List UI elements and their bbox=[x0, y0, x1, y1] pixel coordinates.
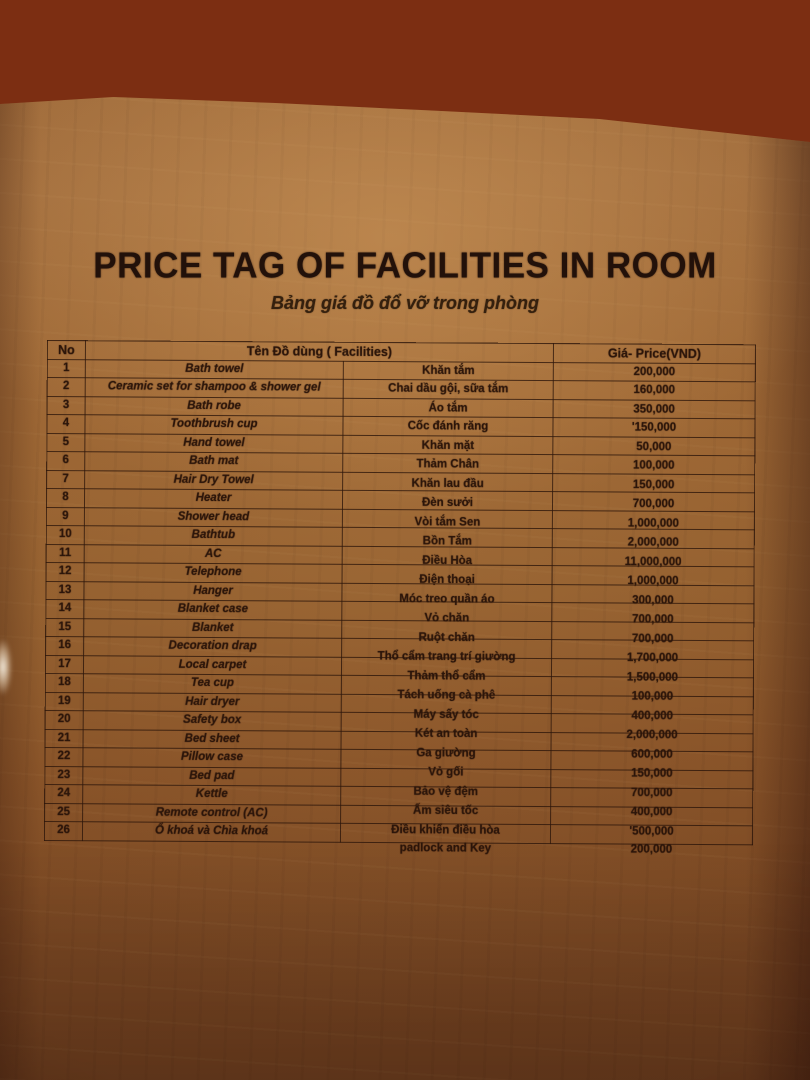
item-price-cell: '150,000 bbox=[552, 417, 756, 438]
row-number-cell: 1 bbox=[47, 359, 86, 378]
row-number-cell: 4 bbox=[46, 414, 86, 434]
page-title: PRICE TAG OF FACILITIES IN ROOM bbox=[93, 245, 717, 286]
row-number-cell: 20 bbox=[45, 710, 84, 730]
row-number-cell: 7 bbox=[46, 470, 85, 489]
row-number-cell: 10 bbox=[46, 525, 85, 545]
item-name-en-cell: Kettle bbox=[82, 784, 341, 805]
flash-highlight-spot bbox=[0, 638, 12, 696]
item-price-cell: 100,000 bbox=[552, 454, 755, 475]
row-number-cell: 8 bbox=[46, 488, 85, 508]
row-number-cell: 11 bbox=[46, 543, 85, 563]
row-number-cell: 23 bbox=[44, 765, 83, 785]
item-price-cell: 2,000,000 bbox=[552, 528, 755, 549]
item-name-en-cell: Tea cup bbox=[83, 673, 342, 694]
row-number-cell: 16 bbox=[45, 636, 84, 656]
item-name-en-cell: Hanger bbox=[83, 581, 343, 602]
row-number-cell: 13 bbox=[45, 580, 85, 600]
row-number-cell: 2 bbox=[47, 377, 86, 397]
item-price-cell: 700,000 bbox=[552, 491, 755, 512]
item-name-en-cell: Decoration drap bbox=[83, 636, 342, 657]
item-name-en-cell: AC bbox=[84, 544, 343, 565]
row-number-cell: 14 bbox=[45, 599, 84, 619]
item-name-vi-cell: Điều Hòa bbox=[342, 545, 553, 567]
item-name-vi-cell: Khăn tắm bbox=[343, 360, 554, 381]
item-name-en-cell: Pillow case bbox=[82, 747, 342, 768]
item-price-cell: 350,000 bbox=[553, 399, 756, 419]
item-name-en-cell: Hair Dry Towel bbox=[84, 470, 343, 491]
item-name-en-cell: Remote control (AC) bbox=[82, 803, 341, 824]
item-name-en-cell: Bed sheet bbox=[83, 729, 342, 750]
item-name-vi-cell: Cốc đánh răng bbox=[342, 416, 554, 437]
item-name-vi-cell: Vòi tắm Sen bbox=[342, 508, 553, 529]
item-price-cell: 11,000,000 bbox=[552, 547, 755, 568]
item-price-cell: 150,000 bbox=[552, 473, 755, 493]
row-number-cell: 25 bbox=[44, 802, 83, 822]
item-name-en-cell: Blanket bbox=[83, 618, 342, 639]
price-table: No Tên Đồ dùng ( Facilities) Giá- Price(… bbox=[44, 340, 756, 856]
item-name-vi-cell: Đèn sưởi bbox=[342, 490, 553, 511]
item-name-en-cell: Bath robe bbox=[85, 396, 344, 417]
row-number-cell: 6 bbox=[46, 451, 85, 471]
row-number-cell: 21 bbox=[45, 728, 84, 748]
item-price-cell: 1,000,000 bbox=[552, 565, 755, 587]
row-number-cell: 18 bbox=[45, 673, 84, 693]
item-price-cell: 50,000 bbox=[552, 436, 755, 456]
item-price-cell: 1,000,000 bbox=[552, 510, 755, 530]
item-name-en-cell: Hand towel bbox=[84, 433, 343, 454]
item-name-vi-cell: Khăn lau đầu bbox=[342, 471, 553, 492]
item-name-en-cell: Hair dryer bbox=[83, 692, 342, 713]
item-name-en-cell: Heater bbox=[84, 488, 343, 509]
row-number-cell: 5 bbox=[46, 433, 85, 452]
row-number-cell: 9 bbox=[46, 506, 85, 526]
item-name-en-cell: Shower head bbox=[84, 507, 343, 528]
item-name-en-cell: Safety box bbox=[83, 710, 342, 731]
item-name-en-cell: Ổ khoá và Chìa khoá bbox=[82, 821, 341, 842]
row-number-cell: 26 bbox=[44, 821, 83, 841]
item-name-vi-cell: Điện thoại bbox=[342, 564, 553, 586]
item-name-en-cell: Local carpet bbox=[83, 655, 342, 676]
item-name-en-cell: Bathtub bbox=[84, 525, 343, 546]
row-number-cell: 3 bbox=[47, 396, 86, 415]
item-name-en-cell: Ceramic set for shampoo & shower gel bbox=[85, 377, 344, 398]
item-name-en-cell: Telephone bbox=[84, 562, 343, 583]
item-name-vi-cell: Thảm Chân bbox=[342, 453, 553, 474]
item-name-en-cell: Bath towel bbox=[85, 359, 344, 380]
row-number-cell: 17 bbox=[45, 654, 84, 674]
item-price-cell: 160,000 bbox=[553, 380, 756, 401]
item-name-vi-cell: Bồn Tắm bbox=[342, 527, 553, 547]
item-name-vi-cell: Chai dầu gội, sữa tắm bbox=[343, 379, 554, 400]
item-price-cell: 200,000 bbox=[553, 362, 756, 382]
page-subtitle: Bảng giá đồ đổ vỡ trong phòng bbox=[270, 293, 540, 313]
item-name-en-cell: Bed pad bbox=[82, 766, 341, 787]
row-number-cell: 15 bbox=[45, 617, 84, 637]
item-name-vi-cell: Khăn mặt bbox=[342, 434, 553, 455]
item-name-en-cell: Toothbrush cup bbox=[84, 414, 344, 435]
item-name-en-cell: Bath mat bbox=[84, 451, 343, 472]
row-number-cell: 12 bbox=[46, 562, 85, 582]
row-number-cell: 24 bbox=[44, 784, 83, 804]
item-name-vi-cell: Áo tắm bbox=[343, 397, 554, 418]
col-header-no: No bbox=[47, 340, 86, 360]
col-header-price: Giá- Price(VND) bbox=[553, 343, 756, 364]
item-name-en-cell: Blanket case bbox=[83, 599, 342, 620]
row-number-cell: 19 bbox=[45, 691, 84, 711]
price-table-body: 1 Bath towel Khăn tắm 200,000 2 Ceramic set f… bbox=[44, 359, 756, 856]
row-number-cell: 22 bbox=[44, 747, 84, 767]
